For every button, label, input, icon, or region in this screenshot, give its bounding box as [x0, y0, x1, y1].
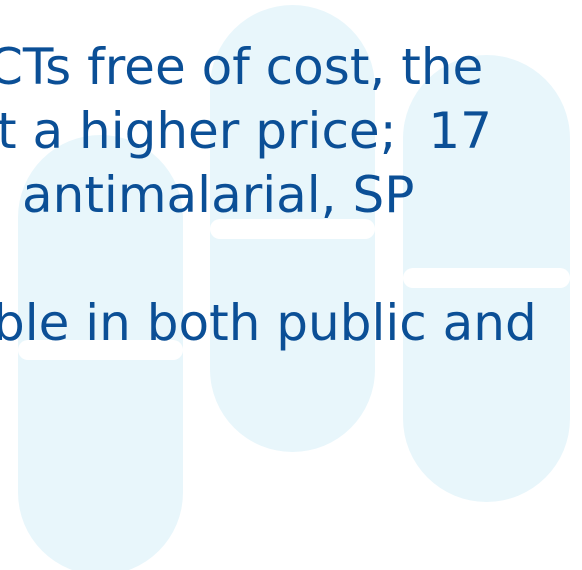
text-line: t a higher price; 17 [0, 106, 492, 156]
text-line: CTs free of cost, the [0, 42, 483, 92]
slide: CTs free of cost, the t a higher price; … [0, 0, 582, 570]
text-line: antimalarial, SP [22, 170, 414, 220]
capsule-divider [403, 268, 570, 288]
text-line: ble in both public and [0, 298, 537, 348]
